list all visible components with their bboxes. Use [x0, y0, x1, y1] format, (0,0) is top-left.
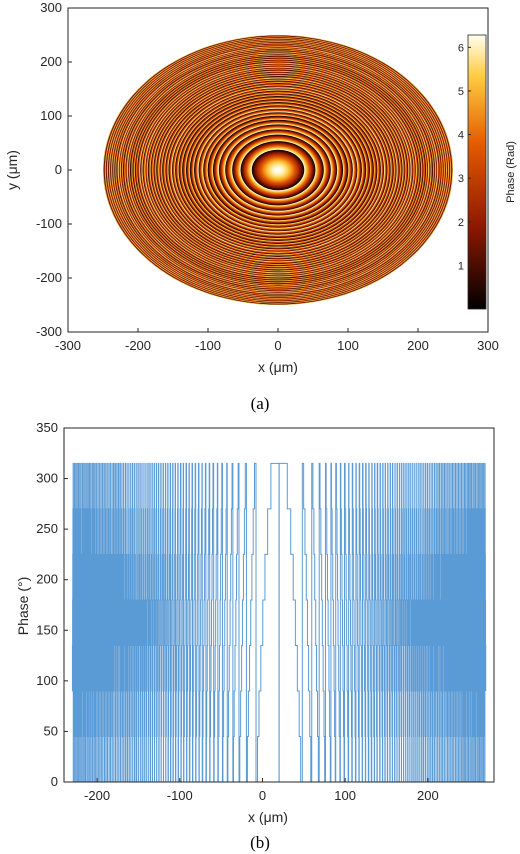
x-tick-label-b: 200	[417, 788, 439, 803]
y-axis-label-b: Phase (°)	[15, 577, 31, 636]
colorbar-tick-label: 5	[458, 86, 464, 98]
panel-a: -300 -200 -100 0 100 200 300 -300 -200 -100 0 100 2…	[4, 0, 517, 413]
colorbar-label: Phase (Rad)	[505, 141, 517, 203]
y-tick-label-a: -100	[36, 216, 62, 231]
phase-ring	[277, 169, 279, 171]
x-tick-label-b: 100	[334, 788, 356, 803]
y-tick-label-b: 250	[36, 521, 58, 536]
caption-b: (b)	[250, 833, 270, 852]
x-tick-label-a: -300	[55, 338, 81, 353]
x-axis-label-a: x (μm)	[258, 359, 298, 375]
y-tick-label-a: 300	[40, 0, 62, 15]
y-tick-label-a: -200	[36, 270, 62, 285]
y-tick-label-b: 0	[51, 774, 58, 789]
colorbar-tick-label: 6	[458, 42, 464, 54]
x-tick-label-b: 0	[259, 788, 266, 803]
x-tick-label-a: 300	[477, 338, 499, 353]
x-tick-label-b: -100	[167, 788, 193, 803]
colorbar: 1 2 3 4 5 6 Phase (Rad)	[458, 34, 517, 310]
x-tick-label-a: 100	[337, 338, 359, 353]
x-tick-label-a: 0	[274, 338, 281, 353]
x-axis-label-b: x (μm)	[248, 809, 288, 825]
panel-b: -200 -100 0 100 200 0 50 100 150 200 250 300 350 x …	[15, 420, 495, 852]
phase-profile-line	[71, 462, 487, 782]
x-tick-label-a: -200	[125, 338, 151, 353]
y-tick-label-a: 0	[55, 162, 62, 177]
colorbar-tick-label: 2	[458, 217, 464, 229]
x-ticks-b: -200 -100 0 100 200	[84, 778, 439, 803]
y-ticks-a: -300 -200 -100 0 100 200 300	[36, 0, 72, 339]
y-axis-label-a: y (μm)	[4, 150, 20, 190]
y-tick-label-b: 100	[36, 673, 58, 688]
y-ticks-b: 0 50 100 150 200 250 300 350	[36, 420, 68, 789]
x-tick-label-a: 200	[407, 338, 429, 353]
x-ticks-a: -300 -200 -100 0 100 200 300	[55, 328, 499, 353]
x-tick-label-a: -100	[195, 338, 221, 353]
y-tick-label-a: 100	[40, 108, 62, 123]
y-tick-label-a: 200	[40, 54, 62, 69]
y-tick-label-b: 300	[36, 471, 58, 486]
y-tick-label-b: 150	[36, 622, 58, 637]
colorbar-tick-label: 4	[458, 130, 464, 142]
colorbar-gradient	[467, 34, 487, 310]
y-tick-label-b: 50	[44, 723, 58, 738]
colorbar-tick-label: 3	[458, 173, 464, 185]
colorbar-ticks: 1 2 3 4 5 6	[458, 42, 471, 272]
colorbar-tick-label: 1	[458, 260, 464, 272]
y-tick-label-a: -300	[36, 324, 62, 339]
caption-a: (a)	[251, 394, 270, 413]
lens-phase-map	[103, 35, 453, 305]
x-tick-label-b: -200	[84, 788, 110, 803]
y-tick-label-b: 200	[36, 572, 58, 587]
plot-b-frame	[63, 427, 495, 783]
y-tick-label-b: 350	[36, 420, 58, 435]
